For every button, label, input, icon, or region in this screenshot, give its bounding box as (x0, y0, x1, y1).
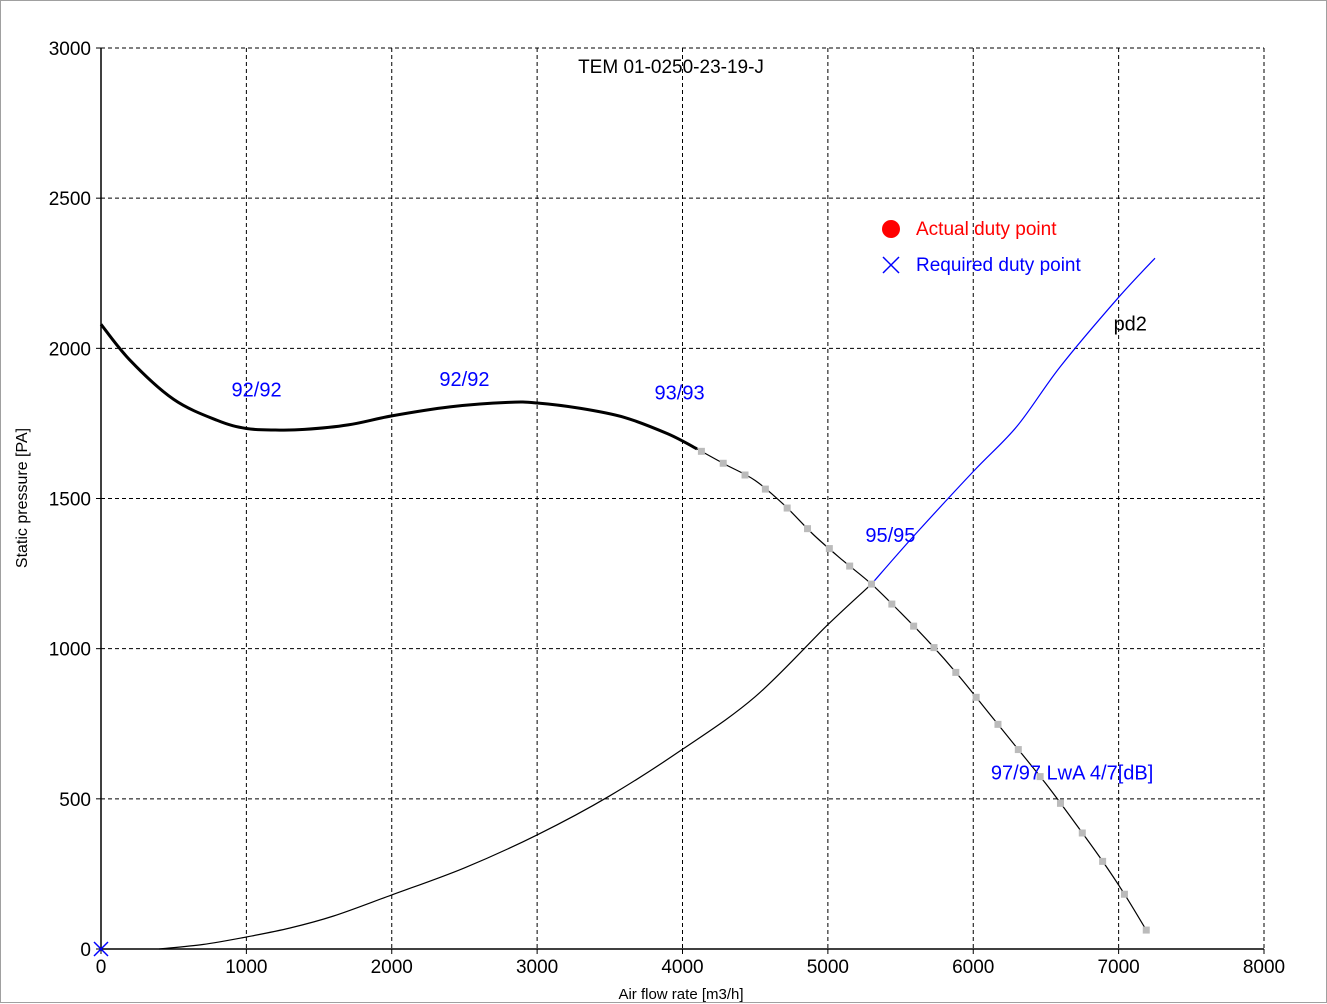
y-tick-label: 500 (59, 790, 91, 811)
fan-curve-marker (930, 644, 938, 652)
fan-curve-marker (1142, 926, 1150, 934)
chart-title: TEM 01-0250-23-19-J (578, 57, 764, 78)
x-tick-label: 2000 (371, 957, 413, 978)
x-tick-label: 4000 (661, 957, 703, 978)
grid (101, 47, 1265, 949)
legend-label-required-duty-point: Required duty point (916, 255, 1081, 276)
x-tick-label: 1000 (225, 957, 267, 978)
annotations: 92/92 92/92 93/93 95/95 97/97 LwA 4/7[dB] pd2 (232, 313, 1154, 784)
fan-curve-marker (741, 471, 749, 479)
curves (99, 257, 1156, 950)
duty-point-x-stroke (93, 941, 109, 957)
curve-annotation: 92/92 (232, 379, 282, 401)
y-tick-label: 1000 (49, 640, 91, 661)
fan-curve-marker (825, 545, 833, 553)
fan-curve-marker (994, 720, 1002, 728)
fan-curve-marker (804, 525, 812, 533)
y-tick-label: 1500 (49, 490, 91, 511)
x-tick-label: 7000 (1097, 957, 1139, 978)
legend: Actual duty point Required duty point (882, 219, 1081, 276)
y-axis-title: Static pressure [PA] (14, 428, 31, 568)
x-tick-label: 6000 (952, 957, 994, 978)
fan-curve-marker (1036, 773, 1044, 781)
fan-curve-marker (783, 504, 791, 512)
fan-curve-marker (846, 562, 854, 570)
required-duty-point-marker (93, 941, 109, 957)
fan-curve-marker (888, 600, 896, 608)
x-tick-labels: 0 1000 2000 3000 4000 5000 6000 7000 8000 (96, 957, 1285, 978)
y-tick-label: 3000 (49, 39, 91, 60)
fan-curve-thick (99, 323, 698, 451)
curve-annotation: pd2 (1114, 313, 1147, 335)
axes (96, 47, 1265, 954)
fan-curve-marker (1078, 829, 1086, 837)
required-duty-point-legend-marker (882, 256, 900, 274)
curve-annotation: 95/95 (865, 525, 915, 547)
legend-label-actual-duty-point: Actual duty point (916, 219, 1057, 240)
x-tick-label: 0 (96, 957, 107, 978)
curve-annotation: 92/92 (439, 369, 489, 391)
fan-curve-marker (697, 447, 705, 455)
y-tick-label: 2000 (49, 339, 91, 360)
fan-curve-marker (1056, 799, 1064, 807)
system-curve-blue (871, 257, 1156, 585)
x-tick-label: 5000 (807, 957, 849, 978)
fan-curve-marker (867, 580, 875, 588)
curve-annotation: 97/97 LwA 4/7[dB] (991, 762, 1153, 784)
fan-curve-marker (910, 622, 918, 630)
system-curve-black (159, 583, 872, 950)
fan-curve-marker (1099, 857, 1107, 865)
fan-curve-marker (952, 668, 960, 676)
actual-duty-point-legend-marker (882, 220, 900, 238)
fan-curve-marker (972, 693, 980, 701)
fan-curve-thin (696, 448, 1149, 933)
x-tick-label: 3000 (516, 957, 558, 978)
curve-annotation: 93/93 (655, 382, 705, 404)
x-tick-label: 8000 (1243, 957, 1285, 978)
fan-curve-marker (1120, 890, 1128, 898)
y-tick-label: 0 (80, 940, 91, 961)
x-axis-title: Air flow rate [m3/h] (618, 986, 743, 1003)
fan-curve-marker (761, 485, 769, 493)
fan-curve-marker (1014, 746, 1022, 754)
y-tick-labels: 0 500 1000 1500 2000 2500 3000 (49, 39, 91, 961)
fan-curve-marker (719, 459, 727, 467)
y-tick-label: 2500 (49, 189, 91, 210)
fan-curve-markers (697, 447, 1150, 934)
